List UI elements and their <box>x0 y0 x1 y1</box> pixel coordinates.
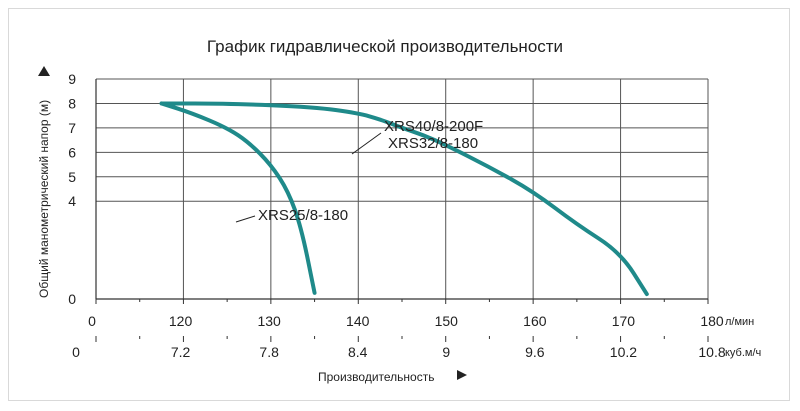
x-tick-label: 130 <box>257 313 281 329</box>
x2-unit-label: куб.м/ч <box>725 347 761 359</box>
y-tick-label: 4 <box>68 193 76 209</box>
y-tick-label: 7 <box>68 120 76 136</box>
axes <box>95 79 709 342</box>
x2-tick-label: 7.2 <box>171 344 191 360</box>
x2-tick-label: 10.2 <box>610 344 637 360</box>
y-tick-label: 9 <box>68 71 76 87</box>
x-axis-arrow-icon <box>457 370 467 380</box>
x-tick-label: 0 <box>88 313 96 329</box>
x-tick-labels: 0 120 130 140 150 160 170 180 <box>88 313 724 329</box>
x2-tick-label: 9 <box>442 344 450 360</box>
x-unit-label: л/мин <box>725 316 754 328</box>
x-tick-label: 170 <box>612 313 636 329</box>
x2-tick-label: 9.6 <box>525 344 545 360</box>
x2-tick-label: 8.4 <box>348 344 368 360</box>
series-label-0: XRS32/8-180 <box>388 135 478 152</box>
x-tick-label: 120 <box>169 313 193 329</box>
y-axis-label: Общий манометрический напор (м) <box>37 100 51 298</box>
y-tick-label: 8 <box>68 95 76 111</box>
x-tick-label: 160 <box>523 313 547 329</box>
y-axis-arrow-icon <box>38 66 50 76</box>
x-tick-label: 150 <box>435 313 459 329</box>
x2-tick-labels: 0 7.2 7.8 8.4 9 9.6 10.2 10.8 <box>72 344 726 360</box>
chart-title: График гидравлической производительности <box>207 37 563 56</box>
x2-tick-label: 10.8 <box>698 344 725 360</box>
y-tick-labels: 0 4 5 6 7 8 9 <box>68 71 76 307</box>
x-axis-label: Производительность <box>318 370 434 384</box>
series-label-1: XRS25/8-180 <box>258 207 348 224</box>
series-lines <box>159 101 649 297</box>
x2-tick-label: 0 <box>72 344 80 360</box>
chart-frame <box>8 8 790 401</box>
series-line-1 <box>159 101 317 295</box>
x-tick-label: 140 <box>346 313 370 329</box>
y-tick-label: 6 <box>68 144 76 160</box>
leader-line <box>351 132 382 155</box>
series-label-0: XRS40/8-200F <box>384 118 483 135</box>
x-tick-label: 180 <box>700 313 724 329</box>
series-line-0 <box>159 101 649 297</box>
y-tick-label: 5 <box>68 169 76 185</box>
leader-line <box>235 215 256 223</box>
x2-tick-label: 7.8 <box>259 344 279 360</box>
y-tick-label: 0 <box>68 291 76 307</box>
